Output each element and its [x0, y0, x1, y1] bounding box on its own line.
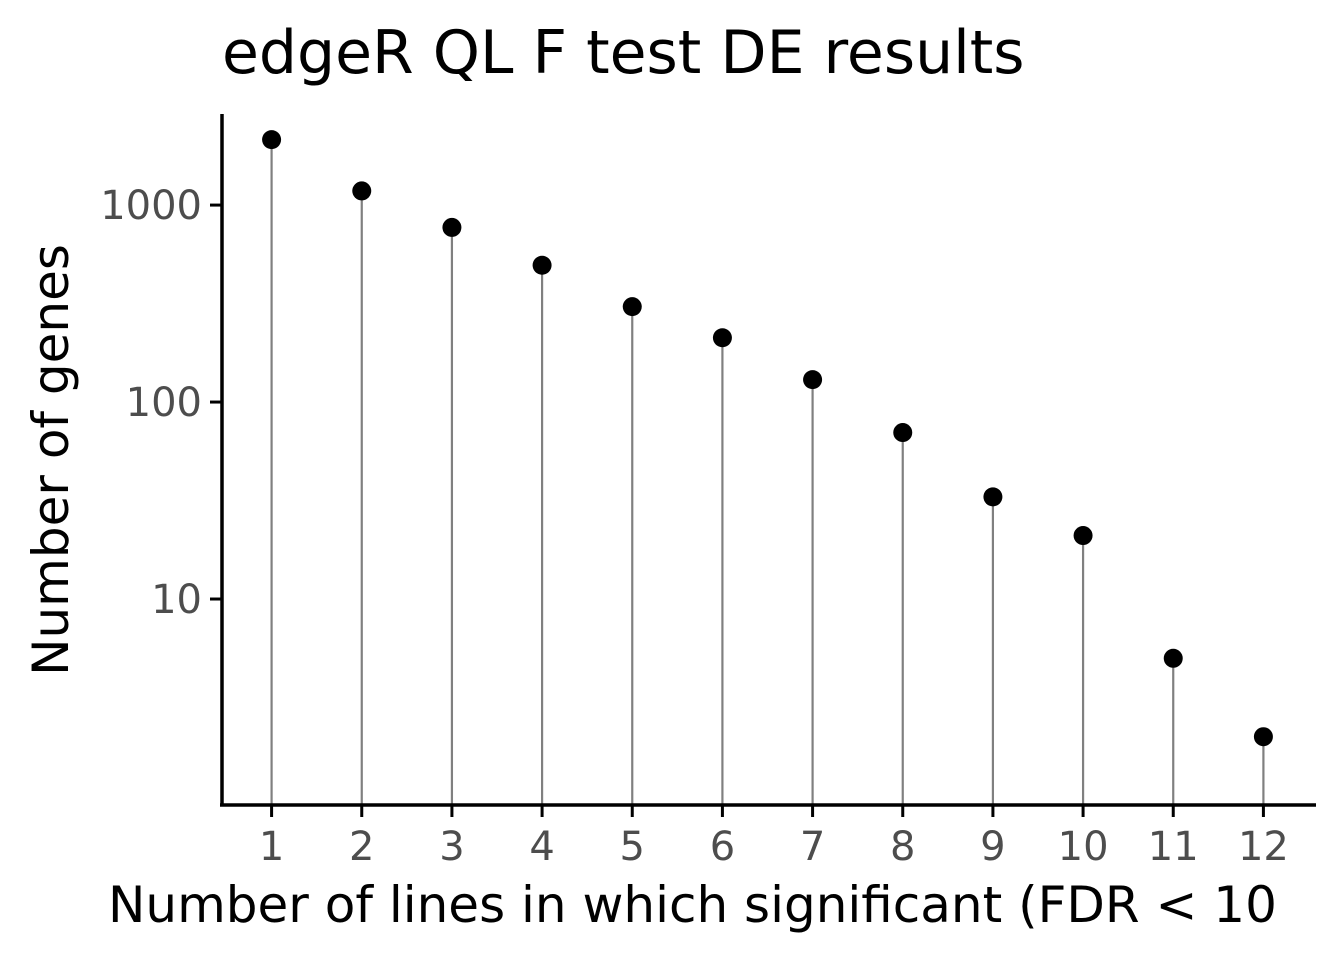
data-point-8	[893, 423, 913, 443]
data-point-4	[532, 255, 552, 275]
x-tick-label: 5	[620, 824, 645, 870]
chart-title: edgeR QL F test DE results	[222, 18, 1025, 88]
x-tick-label: 1	[259, 824, 284, 870]
x-tick-label: 9	[980, 824, 1005, 870]
y-tick-label: 100	[126, 380, 202, 426]
data-point-3	[442, 217, 462, 237]
y-ticks-group: 10 100 1000	[100, 183, 222, 623]
points-group	[262, 130, 1273, 747]
y-tick-label: 1000	[100, 183, 202, 229]
data-point-2	[352, 181, 372, 201]
data-point-11	[1163, 648, 1183, 668]
x-tick-label: 8	[890, 824, 915, 870]
data-point-9	[983, 487, 1003, 507]
x-tick-label: 7	[800, 824, 825, 870]
data-point-6	[712, 328, 732, 348]
x-tick-label: 12	[1238, 824, 1289, 870]
stems-group	[270, 139, 1265, 805]
data-point-5	[622, 297, 642, 317]
x-tick-label: 10	[1058, 824, 1109, 870]
x-ticks-group: 1 2 3 4 5 6 7 8 9 10 11 12	[259, 805, 1289, 870]
data-point-7	[803, 370, 823, 390]
x-tick-label: 6	[710, 824, 735, 870]
x-tick-label: 2	[349, 824, 374, 870]
data-point-1	[262, 130, 282, 150]
x-tick-label: 11	[1148, 824, 1199, 870]
data-point-12	[1253, 727, 1273, 747]
data-point-10	[1073, 526, 1093, 546]
x-tick-label: 3	[439, 824, 464, 870]
y-axis-label: Number of genes	[22, 244, 80, 676]
x-tick-label: 4	[529, 824, 554, 870]
x-axis-label: Number of lines in which significant (FD…	[108, 876, 1277, 934]
y-tick-label: 10	[151, 577, 202, 623]
